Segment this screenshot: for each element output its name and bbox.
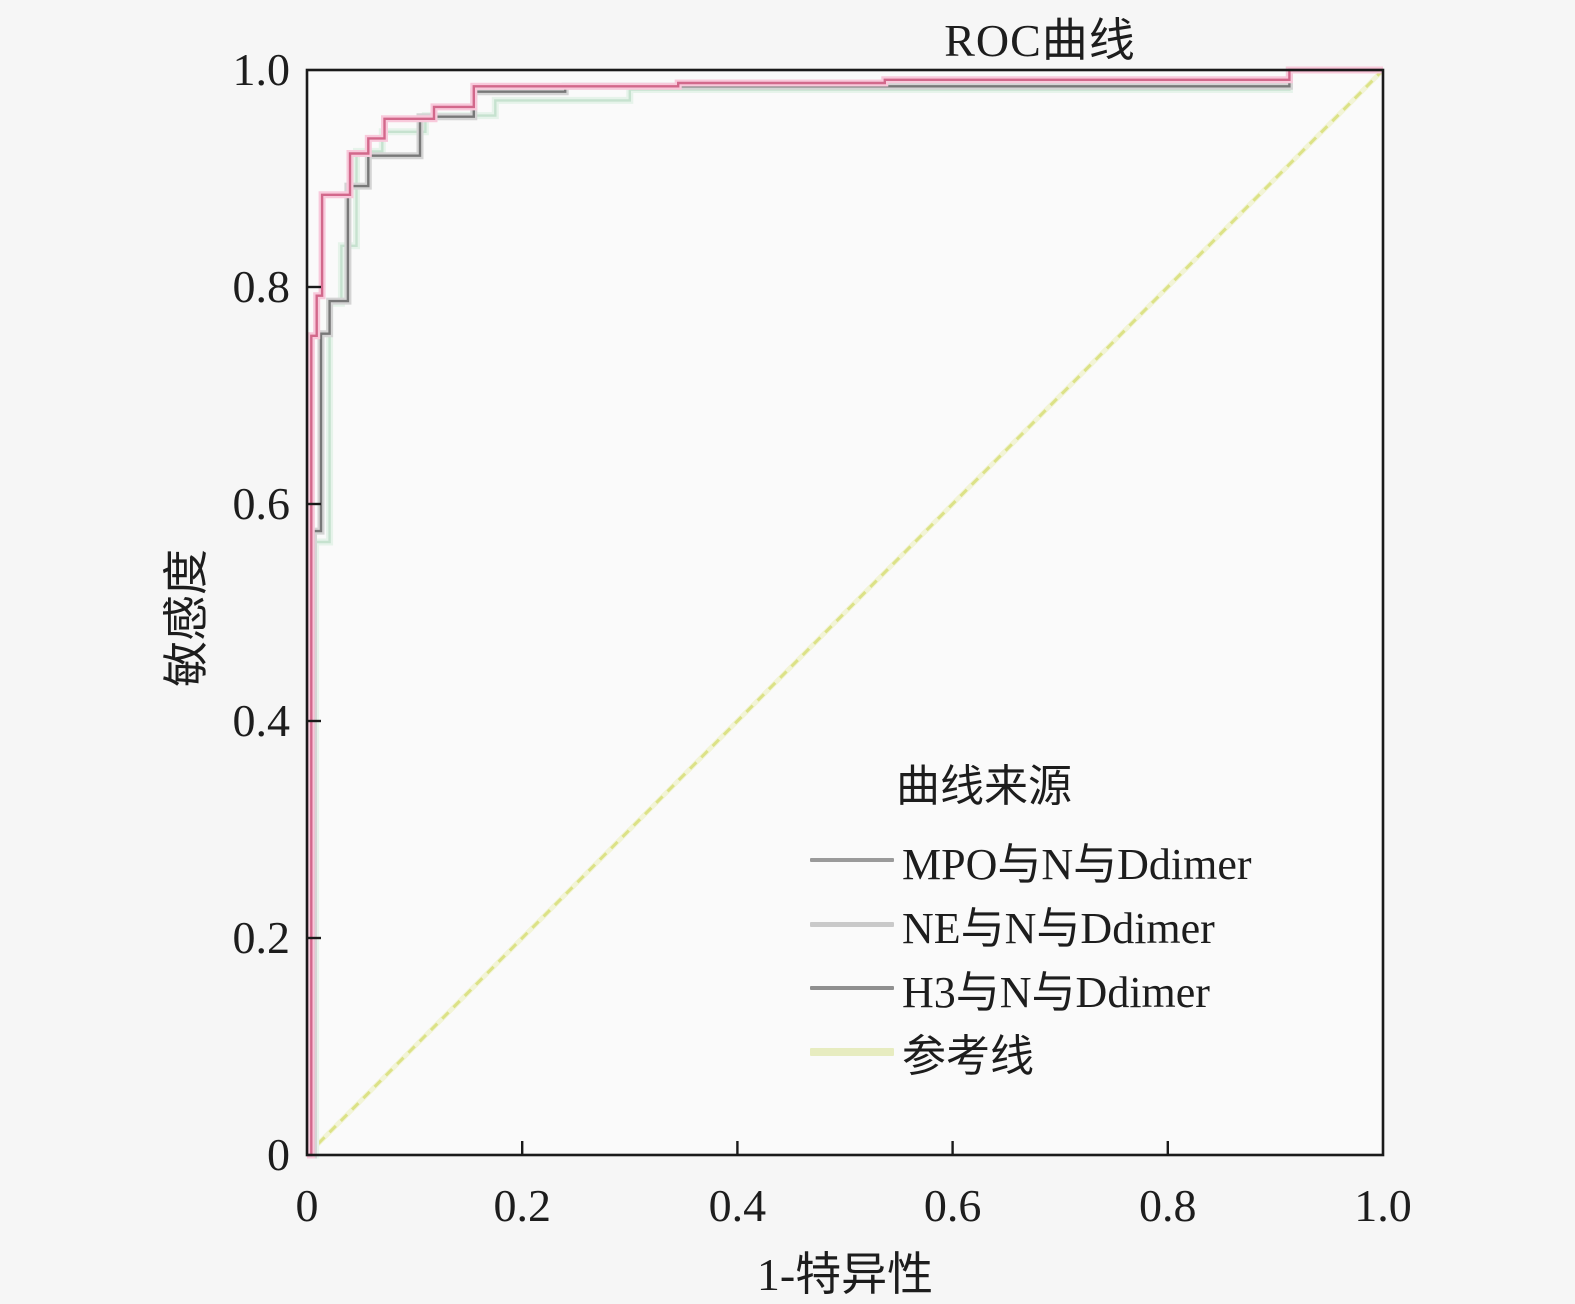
y-tick-label: 0.4 — [232, 695, 291, 746]
y-tick-label: 0.2 — [232, 912, 291, 963]
legend-swatch — [810, 1048, 894, 1056]
legend-item: NE与N与Ddimer — [810, 892, 1370, 956]
roc-curves — [305, 66, 1385, 1159]
y-tick-label: 1.0 — [232, 44, 291, 95]
y-tick-label: 0 — [267, 1129, 290, 1180]
plot-frame — [305, 68, 1385, 1157]
legend-header: 曲线来源 — [896, 762, 1072, 811]
legend-label: 参考线 — [902, 1032, 1034, 1081]
legend-swatch — [810, 858, 894, 862]
x-tick-label: 0.6 — [923, 1180, 982, 1231]
legend-item: MPO与N与Ddimer — [810, 828, 1370, 892]
legend-swatch — [810, 986, 894, 990]
legend-label: H3与N与Ddimer — [902, 968, 1210, 1017]
y-tick-label: 0.6 — [232, 478, 291, 529]
legend-item: 参考线 — [810, 1020, 1370, 1084]
legend-item: H3与N与Ddimer — [810, 956, 1370, 1020]
curve-reference — [305, 68, 1385, 1157]
axis-tick-marks — [307, 285, 1170, 1155]
x-tick-label: 1.0 — [1354, 1180, 1412, 1231]
chart-title: ROC曲线 — [944, 15, 1136, 66]
x-tick-label: 0 — [295, 1180, 319, 1231]
x-tick-label: 0.4 — [708, 1180, 767, 1231]
x-axis-title: 1-特异性 — [756, 1249, 934, 1300]
curve-series-3 — [307, 66, 1383, 1159]
y-tick-label: 0.8 — [232, 261, 291, 312]
legend-label: MPO与N与Ddimer — [902, 840, 1252, 889]
legend-label: NE与N与Ddimer — [902, 904, 1215, 953]
legend: 曲线来源 MPO与N与Ddimer NE与N与Ddimer H3与N与Ddimer 参… — [810, 750, 1370, 1084]
x-tick-label: 0.2 — [493, 1180, 551, 1231]
legend-swatch — [810, 921, 894, 927]
x-tick-label: 0.8 — [1139, 1180, 1197, 1231]
